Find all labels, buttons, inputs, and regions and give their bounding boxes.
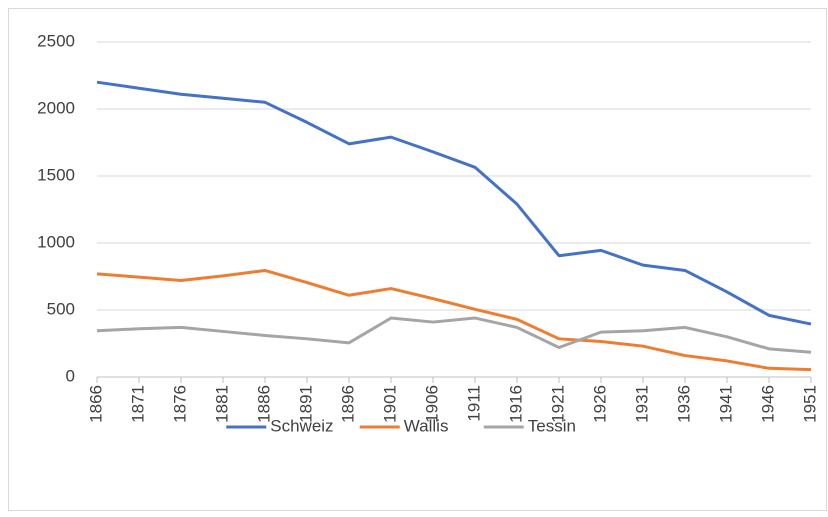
- x-tick-label: 1886: [254, 385, 273, 423]
- x-tick-label: 1876: [170, 385, 189, 423]
- series-line: [96, 316, 812, 354]
- x-tick-label: 1891: [296, 385, 315, 423]
- series-line: [96, 268, 812, 372]
- x-tick-label: 1946: [758, 385, 777, 423]
- x-tick-label: 1896: [338, 385, 357, 423]
- series-line: [96, 80, 812, 326]
- x-tick-label: 1871: [128, 385, 147, 423]
- x-tick-label: 1916: [506, 385, 525, 423]
- x-tick-label: 1951: [800, 385, 819, 423]
- x-tick-label: 1866: [86, 385, 105, 423]
- y-tick-label: 1500: [37, 165, 75, 184]
- y-tick-label: 0: [66, 366, 75, 385]
- legend-label: Tessin: [528, 416, 576, 435]
- legend-label: Schweiz: [270, 416, 333, 435]
- chart-border: [8, 8, 827, 511]
- x-tick-label: 1931: [632, 385, 651, 423]
- x-tick-label: 1921: [548, 385, 567, 423]
- y-tick-label: 2000: [37, 98, 75, 117]
- x-tick-label: 1911: [464, 385, 483, 422]
- y-tick-label: 2500: [37, 31, 75, 50]
- legend-label: Wallis: [404, 416, 449, 435]
- x-tick-label: 1926: [590, 385, 609, 423]
- x-tick-label: 1941: [716, 385, 735, 423]
- y-tick-label: 1000: [37, 232, 75, 251]
- x-tick-label: 1901: [380, 385, 399, 423]
- x-tick-label: 1936: [674, 385, 693, 423]
- y-tick-label: 500: [47, 299, 75, 318]
- x-tick-label: 1881: [212, 385, 231, 423]
- x-tick-label: 1906: [422, 385, 441, 423]
